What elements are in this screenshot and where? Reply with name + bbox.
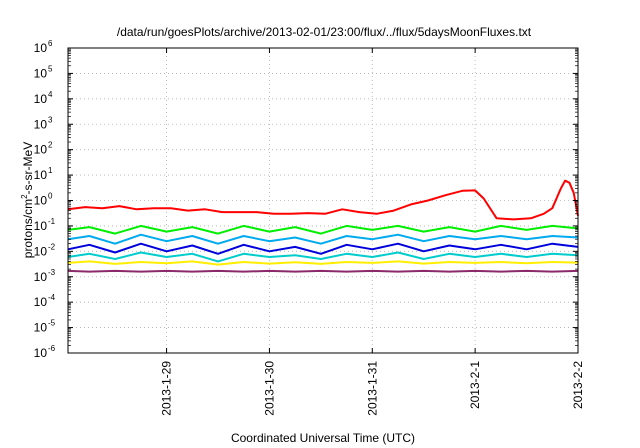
y-tick-label: 102 <box>34 141 53 157</box>
y-tick-base: 10 <box>34 219 48 233</box>
y-tick-base: 10 <box>34 143 48 157</box>
series-line-2 <box>67 224 579 235</box>
y-tick-base: 10 <box>34 194 48 208</box>
series-line-7 <box>67 269 579 273</box>
x-tick-label: 2013-2-1 <box>468 361 482 409</box>
series-line-5 <box>67 251 579 263</box>
y-tick-base: 10 <box>34 270 48 284</box>
y-tick-base: 10 <box>34 168 48 182</box>
y-tick-label: 101 <box>34 166 53 182</box>
y-tick-label: 10-2 <box>34 242 56 258</box>
x-tick-label: 2013-1-30 <box>262 361 276 416</box>
y-ticks: 10-610-510-410-310-210-11001011021031041… <box>34 39 578 360</box>
grid <box>68 48 578 353</box>
y-tick-label: 10-4 <box>34 293 56 309</box>
y-tick-label: 105 <box>34 64 53 80</box>
y-tick-exponent: -2 <box>48 242 56 251</box>
series-group <box>67 179 579 273</box>
y-axis-label-rest: -s-sr-MeV <box>21 142 35 195</box>
y-tick-base: 10 <box>34 295 48 309</box>
y-tick-exponent: 5 <box>48 64 53 73</box>
y-tick-exponent: -4 <box>48 293 56 302</box>
y-tick-exponent: -6 <box>48 344 56 353</box>
y-axis-label-main: protons/cm <box>21 199 35 258</box>
y-tick-exponent: 2 <box>48 141 53 150</box>
y-tick-exponent: 4 <box>48 90 53 99</box>
x-axis-label: Coordinated Universal Time (UTC) <box>231 431 415 445</box>
y-tick-label: 100 <box>34 192 53 208</box>
series-line-6 <box>67 260 579 266</box>
x-tick-label: 2013-1-31 <box>365 361 379 416</box>
x-ticks: 2013-1-29 2013-1-30 2013-1-31 2013-2-1 2013-… <box>160 48 585 416</box>
y-tick-label: 10-5 <box>34 319 56 335</box>
y-tick-label: 10-1 <box>34 217 56 233</box>
series-line-3 <box>67 233 579 245</box>
y-tick-label: 103 <box>34 115 53 131</box>
y-tick-exponent: -5 <box>48 319 56 328</box>
y-tick-base: 10 <box>34 92 48 106</box>
series-line-4 <box>67 242 579 255</box>
y-tick-label: 10-3 <box>34 268 56 284</box>
y-tick-label: 104 <box>34 90 53 106</box>
y-tick-label: 106 <box>34 39 53 55</box>
y-tick-exponent: 3 <box>48 115 53 124</box>
y-tick-base: 10 <box>34 66 48 80</box>
y-axis-label: protons/cm2-s-sr-MeV <box>20 142 35 258</box>
x-tick-label: 2013-2-2 <box>571 361 585 409</box>
y-axis-label-sup: 2 <box>20 194 29 199</box>
y-tick-exponent: -1 <box>48 217 56 226</box>
y-tick-base: 10 <box>34 321 48 335</box>
y-tick-exponent: -3 <box>48 268 56 277</box>
y-tick-exponent: 1 <box>48 166 53 175</box>
y-tick-base: 10 <box>34 244 48 258</box>
y-tick-exponent: 0 <box>48 192 53 201</box>
series-line-1 <box>67 179 579 221</box>
y-tick-base: 10 <box>34 117 48 131</box>
x-tick-label: 2013-1-29 <box>160 361 174 416</box>
y-tick-base: 10 <box>34 41 48 55</box>
y-tick-base: 10 <box>34 346 48 360</box>
y-tick-label: 10-6 <box>34 344 56 360</box>
chart-title: /data/run/goesPlots/archive/2013-02-01/2… <box>117 25 532 39</box>
y-tick-exponent: 6 <box>48 39 53 48</box>
